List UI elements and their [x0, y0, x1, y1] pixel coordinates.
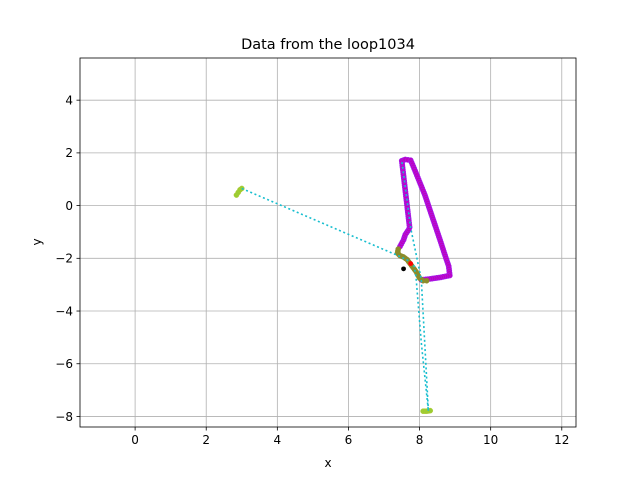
y-tick-label: −2 [55, 252, 73, 266]
series-lime [233, 185, 434, 414]
red-marker [408, 261, 414, 266]
x-tick-label: 0 [131, 433, 139, 447]
y-axis-ticks: −8 −6 −4 −2 0 2 4 [55, 93, 80, 424]
x-tick-label: 2 [202, 433, 210, 447]
x-tick-label: 6 [345, 433, 353, 447]
series-red [408, 261, 414, 266]
series-black [401, 266, 406, 272]
black-marker [401, 266, 406, 272]
chart-title: Data from the loop1034 [241, 37, 415, 53]
plot-area [79, 57, 577, 428]
x-tick-label: 8 [416, 433, 424, 447]
grid [80, 58, 576, 427]
y-tick-label: −6 [55, 357, 73, 371]
connector-line [241, 160, 430, 412]
x-tick-label: 4 [274, 433, 282, 447]
y-axis-label: y [30, 238, 44, 245]
y-tick-label: 2 [65, 146, 73, 160]
series-connector [241, 160, 430, 412]
x-tick-label: 10 [483, 433, 498, 447]
x-axis-ticks: 0 2 4 6 8 10 12 [131, 427, 569, 447]
series-path [397, 156, 453, 283]
x-axis-label: x [324, 456, 331, 470]
y-tick-label: 0 [65, 199, 73, 213]
data-point [423, 277, 430, 284]
y-tick-label: 4 [65, 93, 73, 107]
y-tick-label: −8 [55, 410, 73, 424]
y-tick-label: −4 [55, 304, 73, 318]
plot-marks [233, 156, 453, 414]
x-tick-label: 12 [554, 433, 569, 447]
